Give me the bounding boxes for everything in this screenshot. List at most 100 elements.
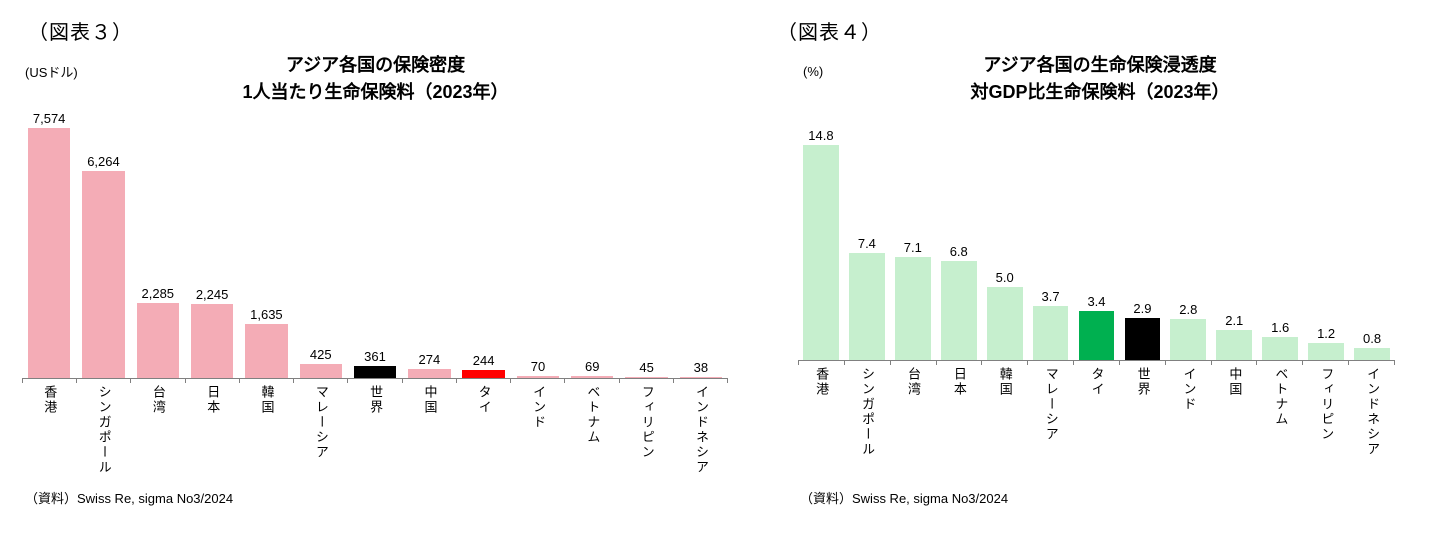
axis-unit-label: (%) bbox=[803, 64, 824, 79]
axis-tick bbox=[618, 379, 673, 383]
bar bbox=[353, 366, 397, 378]
bar bbox=[679, 376, 723, 378]
axis-tick bbox=[347, 379, 401, 383]
category-label: ベトナム bbox=[565, 385, 619, 445]
category-label-text: 香港 bbox=[42, 385, 58, 415]
axis-tick bbox=[510, 379, 564, 383]
category-label: フィリピン bbox=[1303, 367, 1349, 442]
bar-value-label: 7,574 bbox=[32, 111, 66, 126]
bar-group: 361 bbox=[348, 110, 402, 378]
category-label: 韓国 bbox=[239, 385, 293, 415]
axis-tick bbox=[130, 379, 184, 383]
chart-title: アジア各国の保険密度 1人当たり生命保険料（2023年） bbox=[18, 52, 733, 106]
axis-tick bbox=[1164, 361, 1211, 365]
bar bbox=[986, 287, 1023, 360]
bar-group: 14.8 bbox=[798, 127, 844, 360]
bar bbox=[1262, 336, 1299, 360]
bar-value-label: 5.0 bbox=[995, 270, 1014, 286]
axis-tick bbox=[401, 379, 456, 383]
bar-value-label: 2.8 bbox=[1179, 302, 1198, 318]
category-label-text: フィリピン bbox=[639, 385, 655, 460]
category-label: 世界 bbox=[1119, 367, 1165, 397]
axis-tick bbox=[455, 379, 510, 383]
bar-group: 5.0 bbox=[982, 127, 1028, 360]
bar-value-label: 3.4 bbox=[1087, 293, 1106, 309]
bar bbox=[1170, 319, 1207, 360]
category-label: フィリピン bbox=[619, 385, 673, 460]
bar-group: 7.1 bbox=[890, 127, 936, 360]
chart-title-line1: アジア各国の生命保険浸透度 bbox=[983, 55, 1217, 75]
bar-value-label: 38 bbox=[693, 359, 709, 375]
category-axis-labels: 香港 シンガポール 台湾 日本 韓国 マレーシア 世界 中国 タイ インド ベトナム フィリピン インド… bbox=[22, 385, 728, 490]
bar-group: 1,635 bbox=[239, 110, 293, 378]
category-label: シンガポール bbox=[76, 385, 130, 475]
category-label: インド bbox=[1165, 367, 1211, 412]
chart-panel-figure4: （図表４） アジア各国の生命保険浸透度 対GDP比生命保険料（2023年） (%… bbox=[775, 0, 1425, 539]
category-label-text: シンガポール bbox=[860, 367, 876, 457]
figure-label: （図表４） bbox=[777, 22, 882, 44]
chart-title-line2: 対GDP比生命保険料（2023年） bbox=[970, 82, 1230, 102]
bar-value-label: 7.1 bbox=[903, 239, 922, 255]
bar bbox=[1124, 317, 1161, 360]
bar-value-label: 2,245 bbox=[195, 286, 229, 302]
bar-group: 6,264 bbox=[76, 110, 130, 378]
axis-tick bbox=[184, 379, 239, 383]
axis-tick bbox=[981, 361, 1027, 365]
category-label: 台湾 bbox=[890, 367, 936, 397]
axis-tick bbox=[1073, 361, 1119, 365]
category-label-text: 韓国 bbox=[259, 385, 275, 415]
figure-label: （図表３） bbox=[28, 22, 133, 44]
bar-value-label: 1,635 bbox=[250, 307, 283, 323]
chart-title-line2: 1人当たり生命保険料（2023年） bbox=[242, 82, 509, 102]
axis-tick bbox=[1210, 361, 1257, 365]
category-label: 韓国 bbox=[982, 367, 1028, 397]
bar bbox=[1354, 348, 1390, 360]
category-label-text: 韓国 bbox=[997, 367, 1013, 397]
bar bbox=[516, 375, 560, 378]
axis-tick bbox=[672, 379, 727, 383]
bar-group: 1.6 bbox=[1257, 127, 1303, 360]
category-label: 香港 bbox=[798, 367, 844, 397]
category-label: 日本 bbox=[185, 385, 239, 415]
bar-value-label: 70 bbox=[530, 358, 546, 374]
axis-tick bbox=[238, 379, 293, 383]
bar-group: 244 bbox=[457, 110, 511, 378]
bar-value-label: 244 bbox=[472, 352, 495, 368]
bar bbox=[245, 324, 288, 378]
bar bbox=[894, 256, 931, 360]
category-label-text: 世界 bbox=[1135, 367, 1151, 397]
axis-tick bbox=[1118, 361, 1165, 365]
category-label: インドネシア bbox=[1349, 367, 1395, 457]
category-label-text: インドネシア bbox=[1365, 367, 1381, 457]
category-label: マレーシア bbox=[294, 385, 348, 460]
axis-tick bbox=[935, 361, 982, 365]
axis-tick bbox=[293, 379, 347, 383]
chart-title: アジア各国の生命保険浸透度 対GDP比生命保険料（2023年） bbox=[775, 52, 1425, 106]
bar-value-label: 274 bbox=[418, 351, 441, 367]
axis-unit-label: (USドル) bbox=[25, 65, 78, 80]
bar-group: 70 bbox=[511, 110, 565, 378]
bar-value-label: 14.8 bbox=[808, 128, 834, 143]
bar-group: 2.8 bbox=[1165, 127, 1211, 360]
bar bbox=[190, 303, 234, 378]
bar-value-label: 2,285 bbox=[141, 285, 175, 301]
bar-group: 6.8 bbox=[936, 127, 982, 360]
category-label-text: マレーシア bbox=[1043, 367, 1059, 442]
category-axis-labels: 香港 シンガポール 台湾 日本 韓国 マレーシア タイ 世界 インド 中国 ベトナム フィリピン インド… bbox=[798, 367, 1395, 492]
bar-group: 3.4 bbox=[1074, 127, 1120, 360]
bar-value-label: 2.9 bbox=[1133, 300, 1152, 316]
axis-tick bbox=[76, 379, 130, 383]
category-label-text: 台湾 bbox=[150, 385, 166, 415]
bar bbox=[803, 145, 839, 360]
category-label-text: 香港 bbox=[814, 367, 830, 397]
bar bbox=[136, 302, 179, 378]
bar-value-label: 1.2 bbox=[1317, 325, 1336, 341]
bar bbox=[571, 375, 614, 378]
axis-tick bbox=[1348, 361, 1394, 365]
category-label: 中国 bbox=[402, 385, 456, 415]
chart-title-line1: アジア各国の保険密度 bbox=[285, 55, 466, 75]
source-note: （資料）Swiss Re, sigma No3/2024 bbox=[25, 491, 234, 506]
category-label-text: シンガポール bbox=[96, 385, 112, 475]
category-label-text: 中国 bbox=[422, 385, 438, 415]
